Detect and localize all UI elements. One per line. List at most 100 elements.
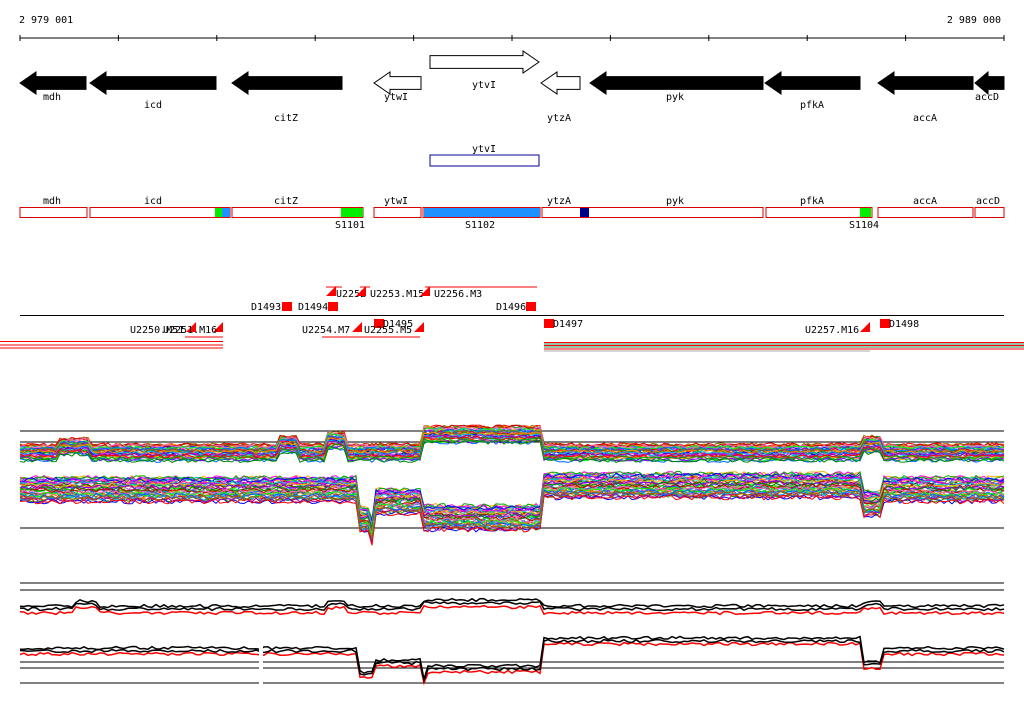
segment-fill [222, 208, 230, 217]
upshift-marker-U2254.M7[interactable] [352, 322, 362, 332]
expression-profile-line [19, 494, 1005, 546]
segment-box[interactable] [765, 207, 873, 218]
gene-label-ytzA: ytzA [547, 113, 571, 124]
gene-label-pyk: pyk [666, 92, 684, 103]
coordinate-ruler: 2 979 001 2 989 000 [19, 15, 1005, 41]
expression-profile-line [19, 471, 1005, 523]
upshift-label-U2251.M16: U2251.M16 [163, 325, 217, 336]
gene-label-ytwI: ytwI [384, 92, 408, 103]
expression-profile-line [19, 476, 1005, 525]
downshift-marker-D1494[interactable] [328, 302, 338, 311]
expression-profile-line [19, 485, 1005, 535]
upshift-marker-U2250.M51[interactable] [186, 322, 196, 332]
gene-arrow-ytwI[interactable] [373, 71, 422, 95]
gene-label-citZ: citZ [274, 113, 298, 124]
gene-label-mdh: mdh [43, 92, 61, 103]
downshift-label-D1493: D1493 [251, 302, 281, 313]
gene-label-accD: accD [975, 92, 999, 103]
summary-profile-upper [19, 600, 1005, 612]
segment-box[interactable] [974, 207, 1005, 218]
site-label-S1101: S1101 [335, 220, 365, 231]
expression-profile-track [19, 424, 1005, 546]
segment-label-icd: icd [144, 196, 162, 207]
expression-profile-line [19, 486, 1005, 535]
expression-profile-line [19, 431, 1005, 455]
upshift-label-U2254.M7: U2254.M7 [302, 325, 350, 336]
upshift-marker-U2251.M16[interactable] [213, 322, 223, 332]
upshift-marker-U2256.M3[interactable] [420, 286, 430, 296]
gene-label-ytvI: ytvI [472, 80, 496, 91]
expression-profile-line [19, 435, 1005, 459]
gene-pfkA[interactable]: pfkA [764, 71, 861, 111]
segment-box[interactable] [19, 207, 88, 218]
expression-profile-line [19, 439, 1005, 463]
site-label-S1104: S1104 [849, 220, 879, 231]
downshift-label-D1498: D1498 [889, 319, 919, 330]
gene-arrow-pfkA[interactable] [764, 71, 861, 95]
upshift-label-U2255.M5: U2255.M5 [364, 325, 412, 336]
gene-arrow-mdh[interactable] [19, 71, 87, 95]
gene-arrow-ytzA[interactable] [540, 71, 581, 95]
segment-box[interactable] [877, 207, 974, 218]
segment-label-accA: accA [913, 196, 937, 207]
segment-label-citZ: citZ [274, 196, 298, 207]
gene-arrow-icd[interactable] [89, 71, 217, 95]
segment-label-ytwI: ytwI [384, 196, 408, 207]
downshift-marker-D1493[interactable] [282, 302, 292, 311]
gene-ytzA[interactable]: ytzA [540, 71, 581, 124]
upshift-marker-U2257.M16[interactable] [860, 322, 870, 332]
downshift-marker-D1496[interactable] [526, 302, 536, 311]
expression-profile-line [19, 424, 1005, 448]
gene-citZ[interactable]: citZ [231, 71, 343, 124]
segment-box[interactable] [541, 207, 764, 218]
gene-accA[interactable]: accA [877, 71, 974, 124]
gene-arrow-accD[interactable] [974, 70, 1005, 96]
gene-label-pfkA: pfkA [800, 100, 824, 111]
gene-icd[interactable]: icd [89, 71, 217, 111]
segment-label-pyk: pyk [666, 196, 684, 207]
downshift-label-D1497: D1497 [553, 319, 583, 330]
expression-profile-line [19, 490, 1005, 541]
feature-box[interactable]: ytvI [429, 144, 540, 167]
downshift-marker-D1497[interactable] [544, 319, 554, 328]
expression-profile-line [19, 437, 1005, 461]
summary-profile-track [19, 582, 1005, 688]
downshift-label-D1494: D1494 [298, 302, 328, 313]
segmentation-track: mdh icd citZ ytwI ytzA pyk pfkA accA accD S1101 S1… [19, 196, 1005, 231]
gene-label-accA: accA [913, 113, 937, 124]
segment-box[interactable] [373, 207, 422, 218]
gene-accD[interactable]: accD [974, 70, 1005, 103]
downshift-label-D1495: D1495 [383, 319, 413, 330]
summary-profile-upper [19, 604, 1005, 616]
expression-profile-line [19, 492, 1005, 543]
segment-fill [424, 208, 540, 217]
gene-ytwI[interactable]: ytwI [373, 71, 422, 103]
upshift-marker-U2252[interactable] [326, 286, 336, 296]
gene-ytvI[interactable]: ytvI [429, 50, 540, 91]
segment-label-ytzA: ytzA [547, 196, 571, 207]
gene-pyk[interactable]: pyk [589, 71, 764, 103]
segment-label-mdh: mdh [43, 196, 61, 207]
site-label-S1102: S1102 [465, 220, 495, 231]
gene-arrow-accA[interactable] [877, 71, 974, 95]
downshift-marker-D1498[interactable] [880, 319, 890, 328]
upshift-label-U2256.M3: U2256.M3 [434, 289, 482, 300]
upshift-marker-U2253.M15[interactable] [356, 286, 366, 296]
upshift-marker-U2255.M5[interactable] [414, 322, 424, 332]
gene-arrow-pyk[interactable] [589, 71, 764, 95]
gene-mdh[interactable]: mdh [19, 71, 87, 103]
segment-fill [860, 208, 871, 217]
gene-arrow-citZ[interactable] [231, 71, 343, 95]
gene-annotation-track: mdh icd citZ ytwI ytvI ytzA pyk pfkA accA accD [19, 50, 1005, 124]
segment-box[interactable] [89, 207, 231, 218]
segment-fill [580, 208, 589, 217]
upshift-label-U2253.M15: U2253.M15 [370, 289, 424, 300]
summary-gap [259, 640, 263, 688]
feature-box-label: ytvI [472, 144, 496, 155]
segment-fill [215, 208, 222, 217]
gene-arrow-ytvI[interactable] [429, 50, 540, 74]
expression-profile-line [19, 424, 1005, 448]
downshift-marker-D1495[interactable] [374, 319, 384, 328]
upshift-label-U2250.M51: U2250.M51 [130, 325, 184, 336]
